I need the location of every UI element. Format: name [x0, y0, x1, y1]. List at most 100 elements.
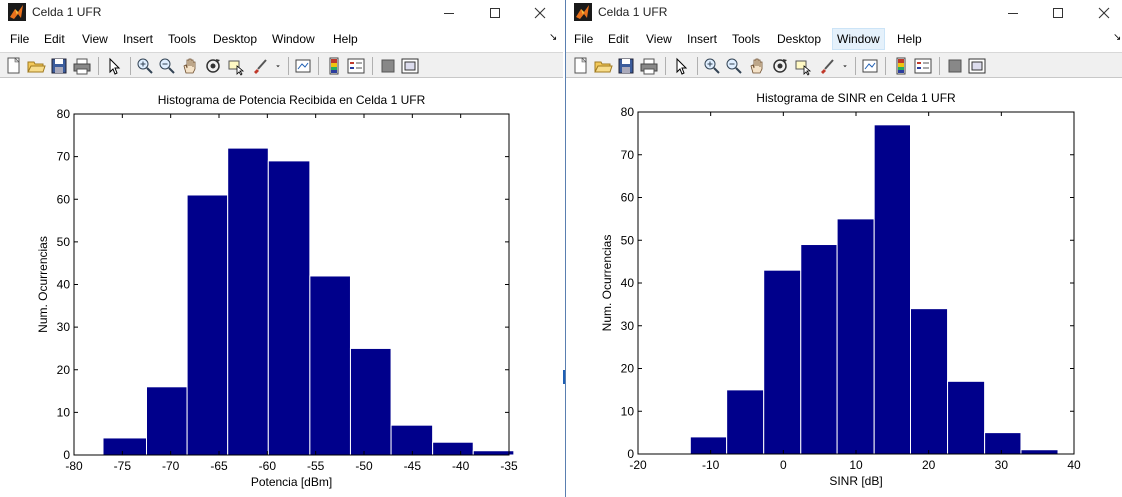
menu-tools[interactable]: Tools	[732, 32, 761, 46]
y-tick-label: 10	[621, 404, 635, 418]
menu-file[interactable]: File	[574, 32, 594, 46]
matlab-logo-icon	[8, 3, 26, 21]
legend-icon[interactable]	[913, 56, 933, 76]
pan-hand-icon[interactable]	[180, 56, 200, 76]
edit-plot-icon[interactable]	[671, 56, 691, 76]
x-tick-label: -75	[114, 459, 132, 473]
menu-overflow-icon[interactable]: ↘	[549, 32, 558, 43]
dropdown-arrow-icon[interactable]	[272, 56, 284, 76]
maximize-button[interactable]	[1035, 0, 1081, 26]
save-icon[interactable]	[616, 56, 636, 76]
menu-file[interactable]: File	[10, 32, 30, 46]
print-icon[interactable]	[639, 56, 659, 76]
histogram-bar	[227, 147, 269, 456]
menu-overflow-icon[interactable]: ↘	[1113, 32, 1122, 43]
toolbar-separator	[855, 57, 856, 75]
print-icon[interactable]	[72, 56, 92, 76]
open-file-icon[interactable]	[26, 56, 46, 76]
menu-edit[interactable]: Edit	[608, 32, 629, 46]
resize-handle[interactable]	[563, 370, 565, 384]
edit-plot-icon[interactable]	[104, 56, 124, 76]
histogram-bar	[984, 432, 1022, 455]
data-cursor-icon[interactable]	[226, 56, 246, 76]
menu-insert[interactable]: Insert	[123, 32, 154, 46]
show-plot-tools-icon[interactable]	[400, 56, 420, 76]
menu-help[interactable]: Help	[897, 32, 922, 46]
x-tick-label: -50	[355, 459, 373, 473]
y-tick-label: 50	[621, 233, 635, 247]
toolbar-separator	[885, 57, 886, 75]
y-tick-label: 20	[621, 362, 635, 376]
maximize-button[interactable]	[472, 0, 518, 26]
x-tick-label: 20	[922, 458, 936, 472]
colorbar-icon[interactable]	[324, 56, 344, 76]
title-bar[interactable]: Celda 1 UFR	[566, 0, 1122, 26]
close-button[interactable]	[517, 0, 563, 26]
menu-bar: File Edit View Insert Tools Desktop Window Help…	[0, 28, 563, 50]
show-plot-tools-icon[interactable]	[967, 56, 987, 76]
open-file-icon[interactable]	[593, 56, 613, 76]
brush-icon[interactable]	[250, 56, 270, 76]
menu-help[interactable]: Help	[333, 32, 358, 46]
minimize-button[interactable]	[990, 0, 1036, 26]
toolbar-separator	[372, 57, 373, 75]
menu-view[interactable]: View	[646, 32, 672, 46]
close-button[interactable]	[1081, 0, 1122, 26]
x-tick-label: -65	[210, 459, 228, 473]
x-tick-label: -60	[259, 459, 277, 473]
new-figure-icon[interactable]	[4, 56, 24, 76]
histogram-bar	[763, 269, 802, 455]
link-plot-icon[interactable]	[860, 56, 880, 76]
histogram-bar	[873, 124, 911, 455]
x-tick-label: -10	[702, 458, 720, 472]
y-tick-label: 60	[57, 192, 71, 206]
x-tick-label: 30	[995, 458, 1009, 472]
histogram-bar	[910, 308, 949, 455]
link-plot-icon[interactable]	[293, 56, 313, 76]
new-figure-icon[interactable]	[571, 56, 591, 76]
title-bar[interactable]: Celda 1 UFR	[0, 0, 563, 26]
y-tick-label: 10	[57, 405, 71, 419]
toolbar-separator	[318, 57, 319, 75]
menu-edit[interactable]: Edit	[44, 32, 65, 46]
x-tick-label: 10	[849, 458, 863, 472]
figure-toolbar	[0, 52, 563, 78]
rotate-3d-icon[interactable]	[203, 56, 223, 76]
zoom-in-icon[interactable]	[702, 56, 722, 76]
zoom-out-icon[interactable]	[157, 56, 177, 76]
colorbar-icon[interactable]	[891, 56, 911, 76]
histogram-bar	[472, 450, 515, 456]
legend-icon[interactable]	[346, 56, 366, 76]
menu-tools[interactable]: Tools	[168, 32, 197, 46]
zoom-out-icon[interactable]	[724, 56, 744, 76]
x-tick-label: -55	[307, 459, 325, 473]
histogram-bar	[947, 380, 986, 455]
menu-desktop[interactable]: Desktop	[213, 32, 258, 46]
histogram-bar	[390, 424, 434, 456]
y-tick-label: 70	[57, 150, 71, 164]
rotate-3d-icon[interactable]	[770, 56, 790, 76]
y-tick-label: 40	[621, 276, 635, 290]
hide-plot-tools-icon[interactable]	[945, 56, 965, 76]
pan-hand-icon[interactable]	[747, 56, 767, 76]
figure-window-right: Celda 1 UFR File Edit View Insert Tools Deskt…	[565, 0, 1122, 497]
menu-window[interactable]: Window	[272, 32, 315, 46]
save-icon[interactable]	[49, 56, 69, 76]
x-tick-label: -70	[162, 459, 180, 473]
minimize-button[interactable]	[426, 0, 472, 26]
dropdown-arrow-icon[interactable]	[839, 56, 851, 76]
window-title: Celda 1 UFR	[598, 5, 668, 19]
zoom-in-icon[interactable]	[135, 56, 155, 76]
menu-window[interactable]: Window	[832, 28, 885, 50]
histogram-bar	[836, 218, 875, 455]
x-axis-label: SINR [dB]	[829, 474, 882, 488]
menu-insert[interactable]: Insert	[687, 32, 718, 46]
menu-desktop[interactable]: Desktop	[777, 32, 822, 46]
brush-icon[interactable]	[817, 56, 837, 76]
menu-view[interactable]: View	[82, 32, 108, 46]
y-tick-label: 70	[621, 148, 635, 162]
hide-plot-tools-icon[interactable]	[378, 56, 398, 76]
data-cursor-icon[interactable]	[793, 56, 813, 76]
toolbar-separator	[697, 57, 698, 75]
x-tick-label: -35	[500, 459, 518, 473]
